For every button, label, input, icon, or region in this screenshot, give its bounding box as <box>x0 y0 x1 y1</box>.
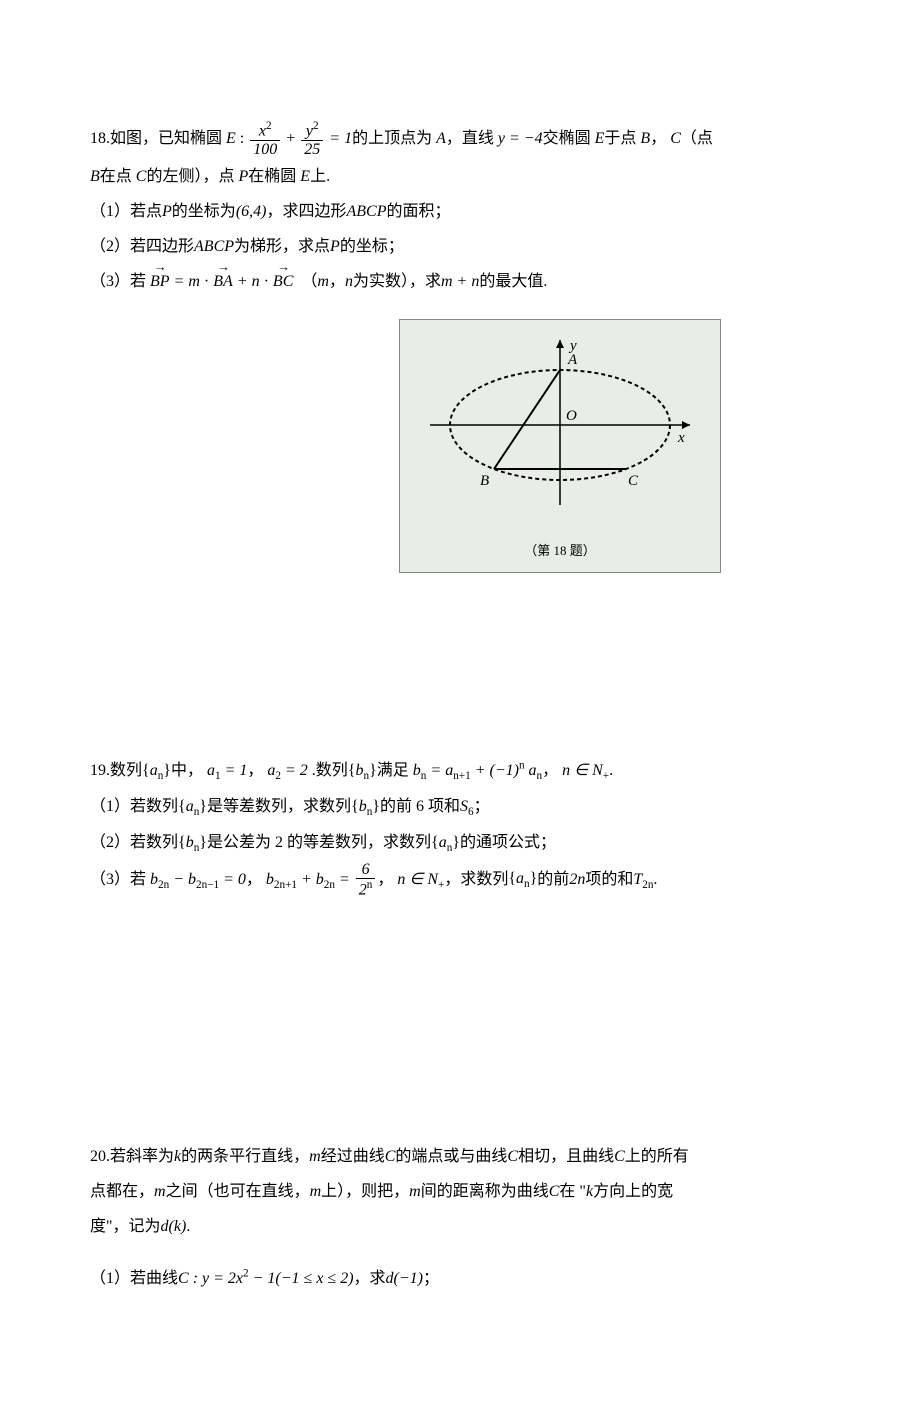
problem-18: 18.如图，已知椭圆 E : x2100 + y225 = 1的上顶点为 A，直… <box>90 120 830 573</box>
p19-sub3: （3）若 b2n − b2n−1 = 0， b2n+1 + b2n = 62n，… <box>90 861 830 900</box>
problem-19: 19.数列{an}中， a1 = 1， a2 = 2 .数列{bn}满足 bn … <box>90 753 830 899</box>
label-C: C <box>628 473 639 489</box>
p19-num: 19. <box>90 762 110 779</box>
vec-BC: BC <box>273 264 293 299</box>
p20-line2: 点都在，m之间（也可在直线，m上），则把，m间的距离称为曲线C在 "k方向上的宽 <box>90 1174 830 1209</box>
figure-18: A O x y B C （第 18 题） <box>290 319 830 573</box>
p18-num: 18. <box>90 130 110 147</box>
label-O: O <box>566 408 577 424</box>
p18-sub2: （2）若四边形ABCP为梯形，求点P的坐标； <box>90 229 830 264</box>
p20-num: 20. <box>90 1148 110 1165</box>
p19-intro: 19.数列{an}中， a1 = 1， a2 = 2 .数列{bn}满足 bn … <box>90 753 830 789</box>
p20-line3: 度"，记为d(k). <box>90 1209 830 1244</box>
p18-intro: 18.如图，已知椭圆 E : x2100 + y225 = 1的上顶点为 A，直… <box>90 120 830 159</box>
label-A: A <box>567 352 578 368</box>
p19-sub2: （2）若数列{bn}是公差为 2 的等差数列，求数列{an}的通项公式； <box>90 825 830 861</box>
p20-line1: 20.若斜率为k的两条平行直线，m经过曲线C的端点或与曲线C相切，且曲线C上的所… <box>90 1139 830 1174</box>
frac-6-2n: 62n <box>356 861 376 900</box>
frac-x: x2100 <box>250 120 280 159</box>
p18-line2: B在点 C的左侧），点 P在椭圆 E上. <box>90 159 830 194</box>
label-y: y <box>568 338 577 354</box>
fig-caption: （第 18 题） <box>420 537 700 566</box>
label-B: B <box>480 473 489 489</box>
ellipse-E: E <box>226 130 236 147</box>
p18-sub1: （1）若点P的坐标为(6,4)，求四边形ABCP的面积； <box>90 194 830 229</box>
p20-sub1: （1）若曲线C : y = 2x2 − 1(−1 ≤ x ≤ 2)，求d(−1)… <box>90 1261 830 1296</box>
problem-20: 20.若斜率为k的两条平行直线，m经过曲线C的端点或与曲线C相切，且曲线C上的所… <box>90 1139 830 1296</box>
p18-sub3: （3）若 BP = m · BA + n · BC （m，n为实数），求m + … <box>90 264 830 299</box>
label-x: x <box>677 430 685 446</box>
vec-BA: BA <box>213 264 233 299</box>
p19-sub1: （1）若数列{an}是等差数列，求数列{bn}的前 6 项和S6； <box>90 789 830 825</box>
frac-y: y225 <box>301 120 323 159</box>
ellipse-diagram: A O x y B C <box>420 330 700 520</box>
vec-BP: BP <box>150 264 170 299</box>
